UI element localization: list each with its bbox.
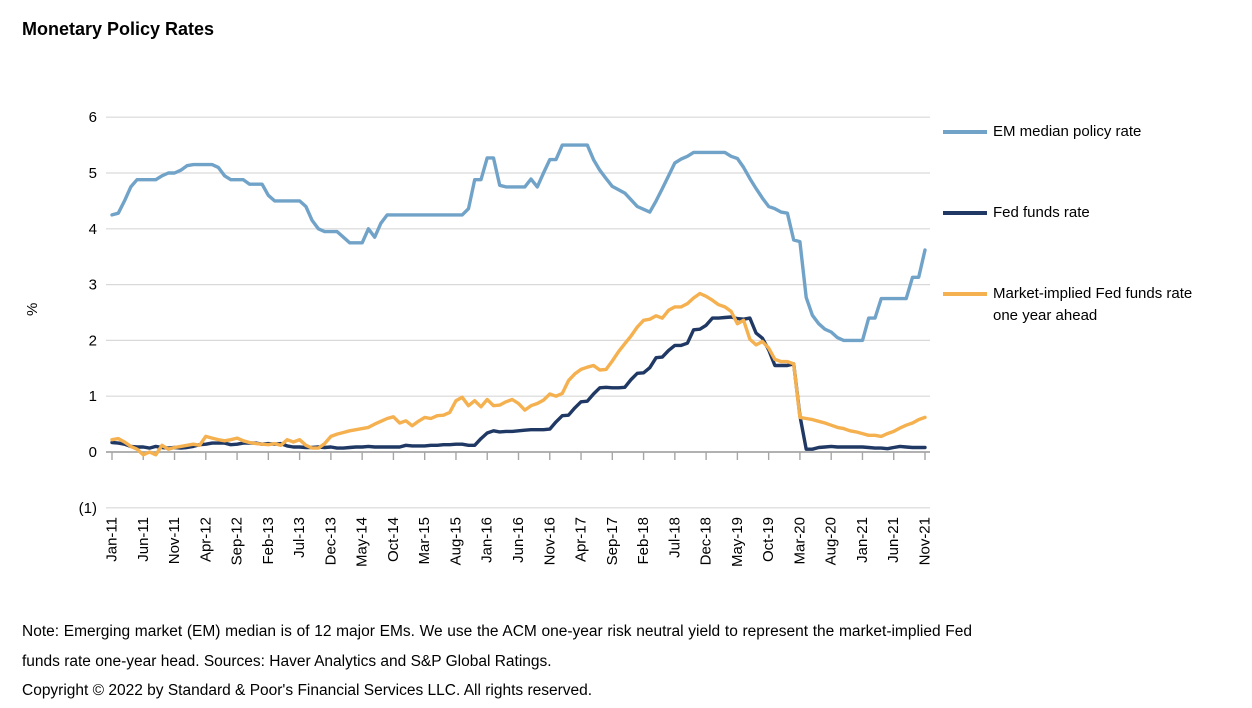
x-tick-label: Apr-17 [573,517,590,562]
x-tick-label: Jan-21 [854,517,871,563]
x-tick-label: Apr-12 [197,517,214,562]
series-line-2 [110,291,927,457]
y-tick-label: 2 [89,332,97,349]
em-median-line-swatch [943,130,987,134]
market-implied-line-swatch [943,292,987,296]
x-tick-label: Mar-20 [791,517,808,565]
legend-item-fed-funds: Fed funds rate [943,202,1193,224]
copyright: Copyright © 2022 by Standard & Poor's Fi… [22,681,593,699]
x-tick-label: Jan-16 [479,517,496,563]
x-tick-label: Jan-11 [104,517,121,562]
chart-plot: Jan-11 Jun-11 Nov-11 Apr-12 Sep-12 Feb-13 Jul-… [79,109,934,567]
series-line-0 [110,143,927,343]
series-line-1 [110,315,927,451]
x-tick-label: Jun-16 [510,517,527,563]
legend-item-market-implied: Market-implied Fed funds rate one year a… [943,283,1193,327]
y-tick-label: 1 [89,388,97,405]
x-tick-label: Dec-13 [322,517,339,565]
legend-label-fed-funds: Fed funds rate [993,204,1090,221]
x-tick-label: Jun-21 [885,517,902,563]
x-tick-label: Jul-13 [291,517,308,558]
y-tick-label: (1) [79,500,97,517]
fed-funds-line-swatch [943,211,987,215]
x-tick-label: Jul-18 [666,517,683,558]
y-tick-label: 3 [89,277,97,294]
y-tick-label: 6 [89,109,97,126]
x-tick-label: Oct-19 [760,517,777,562]
x-tick-label: Nov-11 [166,517,183,564]
x-tick-label: Dec-18 [698,517,715,565]
y-tick-label: 5 [89,165,97,182]
x-tick-label: Mar-15 [416,517,433,565]
x-tick-label: Oct-14 [385,517,402,562]
x-tick-label: Feb-18 [635,517,652,565]
x-tick-label: May-14 [354,517,371,567]
y-tick-label: 4 [89,221,97,238]
legend-label-market-implied: Market-implied Fed funds rate one year a… [993,285,1193,324]
x-tick-label: Nov-16 [541,517,558,565]
page-title: Monetary Policy Rates [22,19,215,39]
x-tick-label: May-19 [729,517,746,567]
y-tick-label: 0 [89,444,97,461]
x-tick-label: Nov-21 [917,517,934,565]
x-tick-label: Sep-12 [229,517,246,565]
legend-item-em-median: EM median policy rate [943,121,1193,143]
x-tick-label: Aug-20 [823,517,840,565]
x-tick-label: Jun-11 [135,517,152,562]
legend-label-em-median: EM median policy rate [993,123,1142,140]
x-tick-label: Aug-15 [447,517,464,565]
x-tick-label: Sep-17 [604,517,621,565]
x-tick-label: Feb-13 [260,517,277,565]
footnote: Note: Emerging market (EM) median is of … [22,622,972,670]
